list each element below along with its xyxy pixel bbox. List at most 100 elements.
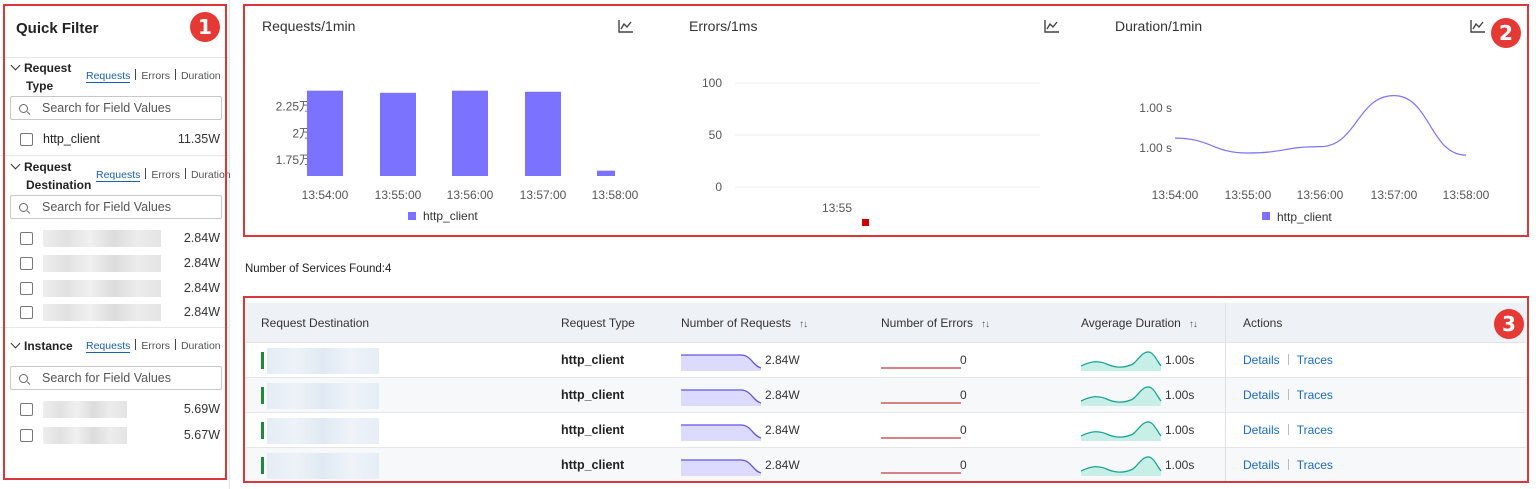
- checkbox[interactable]: [20, 256, 33, 270]
- bar: [525, 91, 561, 176]
- errors-chart: 100 50 0 13:55: [702, 76, 1040, 226]
- traces-link[interactable]: Traces: [1296, 353, 1333, 367]
- status-indicator: [261, 457, 264, 474]
- errors-value: 0: [960, 458, 967, 472]
- tab-requests[interactable]: Requests: [96, 169, 141, 182]
- requests-value: 2.84W: [765, 458, 800, 472]
- requests-sparkline: [681, 354, 762, 371]
- traces-link[interactable]: Traces: [1296, 423, 1333, 437]
- details-link[interactable]: Details: [1243, 458, 1280, 472]
- requests-value: 2.84W: [765, 388, 800, 402]
- search-input[interactable]: [42, 200, 202, 214]
- errors-value: 0: [960, 423, 967, 437]
- table-row[interactable]: http_client 2.84W 0 1.00s Details Traces: [246, 448, 1526, 483]
- traces-link[interactable]: Traces: [1296, 388, 1333, 402]
- checkbox[interactable]: [20, 428, 33, 442]
- duration-value: 1.00s: [1165, 423, 1195, 437]
- tab-errors[interactable]: Errors: [141, 70, 170, 82]
- traces-link[interactable]: Traces: [1296, 458, 1333, 472]
- requests-sparkline: [681, 389, 762, 406]
- y-tick-label: 1.00 s: [1139, 141, 1172, 155]
- list-item[interactable]: http_client 11.35W: [20, 129, 220, 149]
- checkbox[interactable]: [20, 402, 33, 416]
- table-row[interactable]: http_client 2.84W 0 1.00s Details Traces: [246, 413, 1526, 448]
- redacted-destination: [267, 383, 379, 409]
- duration-line-chart: 1.00 s 1.00 s 13:54:00 13:55:00 13:56:00 13:5…: [1139, 95, 1490, 224]
- sidebar-title: Quick Filter: [16, 20, 99, 37]
- section-request-type-header[interactable]: Request Type: [10, 59, 71, 95]
- request-type-tabs: Requests Errors Duration: [86, 69, 221, 83]
- status-indicator: [261, 387, 264, 404]
- section-instance-header[interactable]: Instance: [10, 337, 73, 355]
- search-input[interactable]: [42, 371, 202, 385]
- col-average-duration[interactable]: Avgerage Duration ↑↓: [1081, 303, 1198, 343]
- request-destination-search[interactable]: [10, 195, 222, 219]
- details-link[interactable]: Details: [1243, 388, 1280, 402]
- sort-icon[interactable]: ↑↓: [1188, 319, 1198, 330]
- y-tick-label: 0: [715, 180, 722, 194]
- y-tick-label: 2.25万: [276, 100, 311, 114]
- x-tick-label: 13:57:00: [520, 188, 567, 202]
- line-chart-icon[interactable]: [1044, 19, 1060, 33]
- list-item[interactable]: 5.67W: [20, 425, 220, 445]
- legend-swatch: [408, 212, 416, 220]
- tab-duration[interactable]: Duration: [190, 169, 231, 181]
- errors-chart-title: Errors/1ms: [689, 18, 758, 34]
- list-item[interactable]: 2.84W: [20, 228, 220, 248]
- sort-icon[interactable]: ↑↓: [981, 319, 990, 330]
- x-tick-label: 13:58:00: [592, 188, 639, 202]
- redacted-label: [43, 400, 127, 418]
- annotation-box-3: [243, 296, 1529, 483]
- bar: [307, 90, 343, 176]
- col-number-of-errors[interactable]: Number of Errors ↑↓: [881, 303, 990, 343]
- tab-requests[interactable]: Requests: [86, 340, 131, 353]
- redacted-label: [43, 426, 127, 444]
- redacted-label: [43, 279, 161, 297]
- duration-sparkline: [1081, 421, 1162, 441]
- sort-icon[interactable]: ↑↓: [799, 319, 808, 330]
- annotation-badge-2: 2: [1491, 18, 1521, 48]
- line-chart-icon[interactable]: [1470, 19, 1486, 33]
- tab-errors[interactable]: Errors: [151, 169, 180, 181]
- x-tick-label: 13:55: [822, 201, 852, 215]
- errors-sparkline: [881, 367, 961, 369]
- tab-errors[interactable]: Errors: [141, 340, 170, 352]
- annotation-box-1: [3, 4, 227, 480]
- request-type-search[interactable]: [10, 96, 222, 120]
- requests-chart-title: Requests/1min: [262, 18, 356, 34]
- col-number-of-requests[interactable]: Number of Requests ↑↓: [681, 303, 808, 343]
- search-input[interactable]: [42, 101, 202, 115]
- checkbox[interactable]: [20, 281, 33, 295]
- bar: [380, 92, 416, 176]
- duration-chart-title: Duration/1min: [1115, 18, 1203, 34]
- annotation-badge-3: 3: [1494, 309, 1524, 339]
- list-item[interactable]: 2.84W: [20, 278, 220, 298]
- redacted-label: [43, 254, 161, 272]
- list-item[interactable]: 2.84W: [20, 302, 220, 322]
- table-row[interactable]: http_client 2.84W 0 1.00s Details Traces: [246, 378, 1526, 413]
- line-chart-icon[interactable]: [618, 19, 634, 33]
- details-link[interactable]: Details: [1243, 423, 1280, 437]
- status-indicator: [261, 352, 264, 369]
- details-link[interactable]: Details: [1243, 353, 1280, 367]
- y-tick-label: 50: [709, 128, 723, 142]
- list-item[interactable]: 2.84W: [20, 253, 220, 273]
- table-row[interactable]: http_client 2.84W 0 1.00s Details Traces: [246, 343, 1526, 378]
- requests-sparkline: [681, 459, 762, 476]
- redacted-destination: [267, 453, 379, 479]
- list-item[interactable]: 5.69W: [20, 399, 220, 419]
- y-tick-label: 100: [702, 76, 722, 90]
- tab-requests[interactable]: Requests: [86, 70, 131, 83]
- request-type-cell: http_client: [561, 458, 625, 472]
- checkbox[interactable]: [20, 231, 33, 245]
- redacted-destination: [267, 348, 379, 374]
- tab-duration[interactable]: Duration: [180, 340, 221, 352]
- x-tick-label: 13:58:00: [1443, 188, 1490, 202]
- checkbox[interactable]: [20, 305, 33, 319]
- section-request-destination-header[interactable]: Request Destination: [10, 158, 91, 194]
- instance-search[interactable]: [10, 366, 222, 390]
- tab-duration[interactable]: Duration: [180, 70, 221, 82]
- checkbox[interactable]: [20, 132, 33, 146]
- instance-tabs: Requests Errors Duration: [86, 339, 221, 353]
- errors-sparkline: [881, 402, 961, 404]
